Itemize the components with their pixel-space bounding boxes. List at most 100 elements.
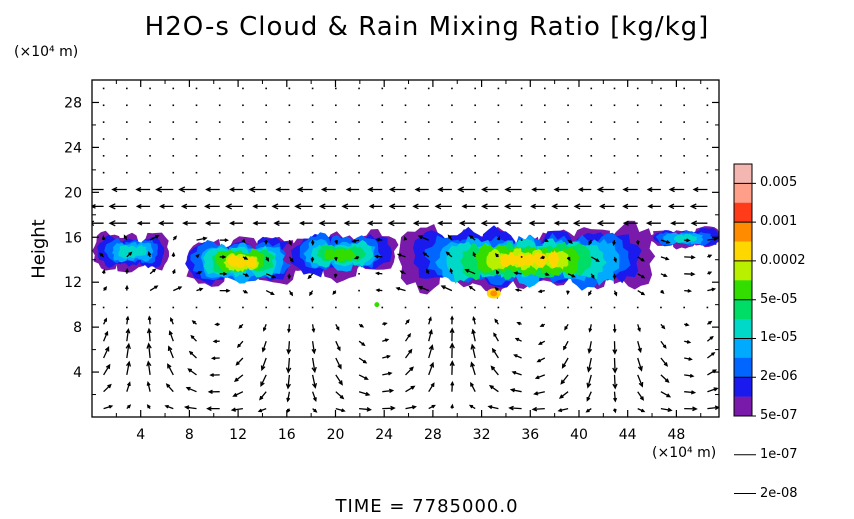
wind-vector	[149, 235, 160, 241]
x-tick-label: 4	[136, 427, 145, 443]
wind-vector	[195, 155, 198, 157]
wind-vector	[399, 270, 406, 275]
wind-vector	[660, 391, 672, 398]
wind-vector	[103, 363, 111, 376]
wind-vector	[494, 318, 499, 325]
wind-vector	[265, 171, 267, 174]
wind-vector	[136, 220, 151, 226]
wind-vector	[147, 251, 152, 258]
wind-vector	[311, 374, 318, 389]
wind-vector	[544, 104, 546, 107]
wind-vector	[684, 272, 696, 277]
wind-vector	[405, 385, 416, 393]
wind-vector	[396, 253, 406, 258]
wind-vector	[288, 87, 291, 90]
wind-vector	[195, 306, 198, 309]
wind-vector	[219, 288, 231, 293]
wind-vector	[102, 121, 105, 123]
wind-vector	[388, 203, 406, 210]
wind-vector	[445, 251, 453, 258]
wind-vector	[214, 322, 220, 327]
cloud-contour	[135, 244, 148, 257]
wind-vector	[612, 273, 617, 280]
wind-vector	[99, 252, 105, 258]
wind-vector	[126, 306, 128, 309]
wind-vector	[683, 87, 685, 90]
wind-vector	[683, 104, 685, 107]
wind-vector	[358, 155, 360, 157]
x-tick-label: 36	[521, 427, 539, 443]
wind-vector	[311, 155, 314, 157]
wind-vector	[242, 138, 244, 140]
wind-vector	[265, 104, 267, 107]
x-tick-label: 20	[327, 427, 345, 443]
wind-vector	[468, 285, 476, 292]
wind-vector	[103, 404, 114, 410]
wind-vector	[232, 391, 244, 397]
wind-vector	[320, 186, 336, 193]
wind-vector	[450, 403, 454, 409]
wind-vector	[405, 405, 417, 410]
wind-vector	[684, 373, 695, 378]
colorbar-swatch	[734, 183, 752, 204]
wind-vector	[312, 408, 318, 413]
wind-vector	[497, 121, 500, 123]
wind-vector	[427, 138, 430, 140]
wind-vector	[235, 357, 244, 366]
wind-vector	[544, 171, 546, 174]
wind-vector	[683, 306, 685, 309]
wind-vector	[147, 315, 152, 325]
wind-vector	[259, 391, 267, 401]
wind-vector	[613, 256, 617, 263]
wind-vector	[257, 407, 267, 413]
wind-vector	[126, 155, 128, 157]
wind-vector	[123, 234, 128, 241]
wind-vector	[219, 271, 228, 276]
wind-vector	[102, 155, 105, 157]
wind-vector	[195, 104, 198, 107]
wind-vector	[427, 104, 430, 107]
wind-vector	[646, 187, 661, 193]
wind-vector	[551, 203, 569, 210]
wind-vector	[103, 383, 112, 393]
wind-vector	[172, 87, 175, 90]
wind-vector	[660, 273, 668, 277]
chart-title: H2O-s Cloud & Rain Mixing Ratio [kg/kg]	[144, 12, 710, 42]
wind-vector	[637, 273, 646, 279]
wind-vector	[294, 203, 313, 210]
wind-vector	[520, 87, 523, 90]
wind-vector	[451, 171, 453, 174]
wind-vector	[343, 220, 360, 226]
wind-vector	[553, 220, 569, 226]
wind-vector	[509, 388, 522, 393]
wind-vector	[233, 374, 244, 383]
wind-vector	[637, 408, 646, 413]
wind-vector	[449, 267, 454, 274]
wind-vector	[707, 320, 713, 325]
wind-vector	[683, 138, 685, 140]
wind-vector	[358, 357, 368, 364]
wind-vector	[218, 121, 221, 123]
wind-vector	[101, 268, 106, 274]
wind-vector	[358, 306, 360, 309]
wind-vector	[539, 323, 546, 327]
x-tick-label: 16	[278, 427, 296, 443]
wind-vector	[451, 138, 453, 140]
wind-vector	[224, 203, 243, 210]
wind-vector	[636, 121, 639, 123]
colorbar-swatch	[734, 280, 752, 300]
cloud-layer	[185, 236, 302, 287]
colorbar-swatch	[734, 222, 752, 242]
wind-vector	[690, 220, 708, 227]
wind-vector	[146, 404, 151, 409]
wind-vector	[195, 87, 198, 90]
wind-vector	[242, 104, 244, 107]
wind-vector	[660, 289, 665, 295]
wind-vector	[612, 324, 617, 334]
wind-vector	[404, 318, 410, 325]
wind-vector	[168, 330, 174, 342]
wind-vector	[513, 271, 522, 276]
wind-vector	[335, 121, 337, 123]
wind-vector	[335, 407, 346, 413]
wind-vector	[207, 389, 220, 394]
